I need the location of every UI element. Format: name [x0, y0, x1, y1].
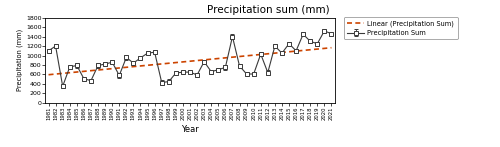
Linear (Precipitation Sum): [258, 54, 264, 55]
Linear (Precipitation Sum): [300, 50, 306, 51]
Legend: Linear (Precipitation Sum), Precipitation Sum: Linear (Precipitation Sum), Precipitatio…: [344, 17, 458, 39]
Linear (Precipitation Sum): [293, 50, 299, 52]
Linear (Precipitation Sum): [265, 53, 271, 55]
Linear (Precipitation Sum): [67, 72, 73, 74]
Title: Precipitation sum (mm): Precipitation sum (mm): [207, 5, 330, 15]
Linear (Precipitation Sum): [314, 48, 320, 50]
Linear (Precipitation Sum): [180, 61, 186, 63]
Linear (Precipitation Sum): [194, 60, 200, 61]
Linear (Precipitation Sum): [95, 69, 101, 71]
X-axis label: Year: Year: [181, 125, 199, 134]
Linear (Precipitation Sum): [46, 74, 52, 76]
Linear (Precipitation Sum): [144, 64, 150, 66]
Linear (Precipitation Sum): [60, 72, 66, 74]
Linear (Precipitation Sum): [102, 69, 108, 70]
Linear (Precipitation Sum): [173, 62, 179, 64]
Linear (Precipitation Sum): [272, 52, 278, 54]
Linear (Precipitation Sum): [307, 49, 313, 51]
Linear (Precipitation Sum): [138, 65, 143, 67]
Linear (Precipitation Sum): [52, 73, 59, 75]
Linear (Precipitation Sum): [250, 54, 256, 56]
Linear (Precipitation Sum): [236, 56, 242, 57]
Linear (Precipitation Sum): [230, 56, 235, 58]
Linear (Precipitation Sum): [244, 55, 250, 57]
Linear (Precipitation Sum): [201, 59, 207, 61]
Linear (Precipitation Sum): [187, 60, 193, 62]
Linear (Precipitation Sum): [124, 66, 130, 68]
Linear (Precipitation Sum): [222, 57, 228, 59]
Linear (Precipitation Sum): [279, 52, 285, 53]
Linear (Precipitation Sum): [109, 68, 115, 70]
Linear (Precipitation Sum): [74, 71, 80, 73]
Linear (Precipitation Sum): [152, 64, 158, 65]
Linear (Precipitation Sum): [158, 63, 164, 65]
Linear (Precipitation Sum): [328, 47, 334, 49]
Linear (Precipitation Sum): [208, 58, 214, 60]
Linear (Precipitation Sum): [166, 62, 172, 64]
Linear (Precipitation Sum): [322, 47, 328, 49]
Linear (Precipitation Sum): [81, 70, 87, 72]
Linear (Precipitation Sum): [130, 66, 136, 67]
Line: Linear (Precipitation Sum): Linear (Precipitation Sum): [48, 48, 332, 75]
Linear (Precipitation Sum): [88, 70, 94, 72]
Linear (Precipitation Sum): [116, 67, 122, 69]
Linear (Precipitation Sum): [216, 58, 222, 59]
Y-axis label: Precipitation (mm): Precipitation (mm): [16, 29, 23, 91]
Linear (Precipitation Sum): [286, 51, 292, 53]
